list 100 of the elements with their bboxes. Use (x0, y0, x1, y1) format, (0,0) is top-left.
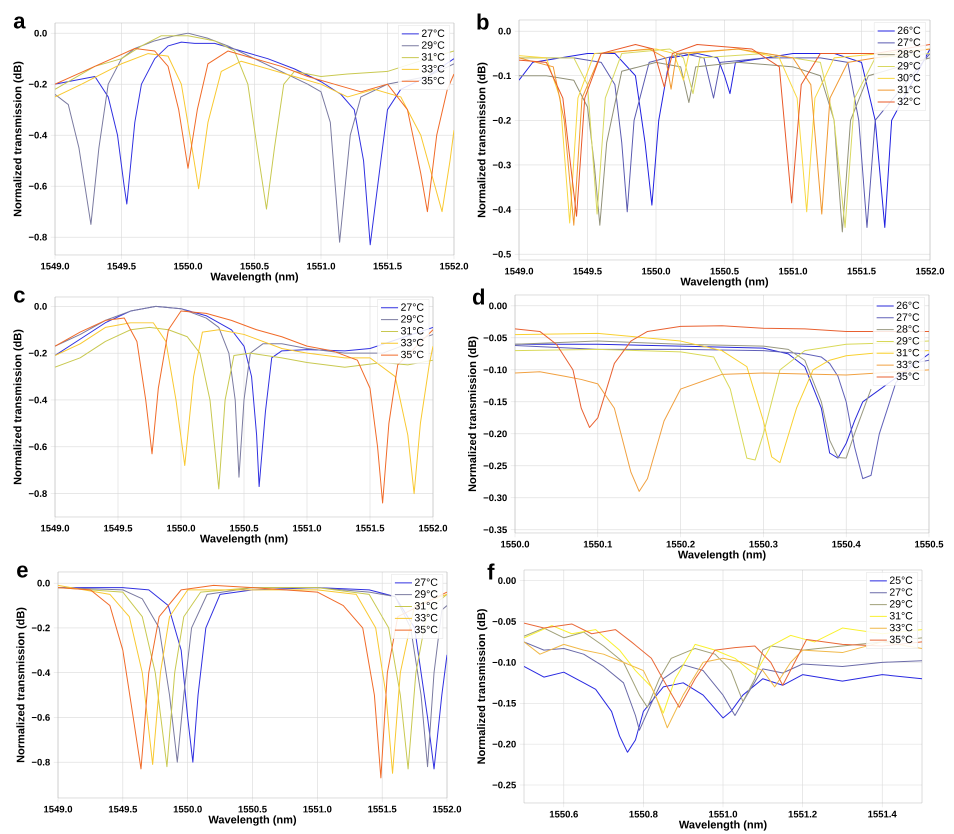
y-tick-label: −0.2 (28, 350, 47, 357)
x-tick-label: 1552.0 (440, 262, 468, 270)
x-tick-label: 1550.1 (584, 540, 612, 548)
x-tick-label: 1550.3 (749, 540, 778, 548)
line-series (515, 340, 872, 459)
y-tick-label: 0.00 (489, 302, 507, 310)
x-tick-label: 1551.4 (868, 810, 897, 818)
y-tick-label: −0.15 (484, 398, 507, 406)
x-tick-label: 1550.0 (167, 524, 196, 532)
legend-label: 35°C (890, 636, 912, 644)
y-tick-label: −0.25 (484, 462, 507, 470)
x-tick-label: 1552.0 (916, 268, 944, 275)
y-tick-label: −0.1 (492, 72, 511, 80)
y-tick-label: −0.8 (32, 758, 50, 766)
x-tick-label: 1549.5 (104, 524, 132, 532)
legend-label: 31°C (896, 348, 920, 356)
legend-label: 35°C (414, 626, 438, 634)
x-tick-label: 1551.0 (293, 524, 322, 532)
legend-label: 35°C (400, 350, 424, 358)
x-tick-label: 1550.5 (230, 524, 258, 532)
y-tick-label: −0.6 (32, 714, 50, 721)
y-tick-label: −0.5 (492, 250, 511, 258)
legend-label: 29°C (414, 590, 438, 598)
y-tick-label: −0.20 (492, 740, 516, 748)
legend-label: 30°C (898, 74, 920, 82)
legend-label: 27°C (898, 38, 920, 46)
x-tick-label: 1551.5 (368, 806, 396, 812)
y-tick-label: −0.8 (28, 490, 47, 497)
x-tick-label: 1549.0 (44, 806, 72, 813)
legend-label: 29°C (898, 62, 920, 70)
x-tick-label: 1550.5 (710, 268, 739, 275)
x-tick-label: 1550.5 (238, 806, 267, 813)
x-tick-label: 1551.5 (356, 524, 384, 532)
y-axis-title: Normalized transmission (dB) (477, 609, 488, 764)
x-axis-title: Wavelength (nm) (210, 272, 298, 283)
legend-label: 35°C (422, 76, 444, 84)
x-tick-label: 1550.6 (550, 810, 578, 818)
legend-label: 28°C (898, 50, 920, 58)
y-axis-title: Normalized transmission (dB) (468, 336, 478, 492)
x-tick-label: 1550.4 (832, 540, 861, 548)
y-tick-label: −0.4 (492, 206, 512, 213)
x-tick-label: 1550.0 (501, 540, 530, 548)
legend-label: 27°C (890, 588, 912, 596)
y-tick-label: −0.20 (484, 430, 507, 438)
chart-title: f (488, 564, 495, 580)
y-tick-label: −0.3 (492, 162, 511, 168)
x-tick-label: 1549.5 (574, 268, 602, 275)
chart-title: b (477, 14, 489, 30)
legend-label: 33°C (400, 338, 424, 346)
y-tick-label: −0.2 (492, 116, 511, 124)
x-tick-label: 1551.5 (374, 262, 402, 270)
x-tick-label: 1550.2 (666, 540, 695, 548)
x-tick-label: 1551.5 (848, 268, 876, 274)
y-tick-label: 0.0 (37, 580, 50, 587)
y-tick-label: −0.05 (492, 618, 516, 625)
y-tick-label: 0.00 (498, 577, 516, 584)
y-axis-title: Normalized transmission (dB) (13, 330, 24, 484)
x-tick-label: 1550.0 (174, 262, 202, 270)
x-tick-label: 1550.5 (915, 540, 944, 548)
x-axis-title: Wavelength (nm) (680, 277, 768, 288)
legend-label: 29°C (401, 315, 424, 323)
legend-label: 31°C (414, 602, 438, 610)
legend-label: 33°C (896, 360, 920, 368)
y-tick-label: −0.35 (484, 526, 507, 534)
y-tick-label: −0.4 (32, 669, 50, 676)
legend-label: 31°C (890, 612, 912, 620)
x-tick-label: 1550.8 (629, 810, 658, 818)
x-tick-label: 1549.0 (41, 262, 70, 270)
legend-label: 33°C (414, 614, 438, 622)
x-tick-label: 1549.5 (108, 806, 138, 813)
legend-label: 31°C (400, 327, 424, 334)
x-tick-label: 1550.0 (174, 806, 202, 813)
y-axis-title: Normalized transmission (dB) (16, 608, 27, 762)
y-tick-label: −0.4 (28, 132, 48, 139)
y-tick-label: −0.2 (28, 80, 47, 88)
legend-label: 28°C (896, 325, 920, 333)
x-tick-label: 1551.0 (307, 262, 336, 270)
legend-label: 33°C (422, 65, 444, 72)
x-tick-label: 1551.0 (709, 810, 738, 818)
line-series (524, 666, 922, 753)
x-tick-label: 1549.0 (41, 524, 70, 532)
y-tick-label: −0.25 (492, 782, 516, 788)
x-axis-title: Wavelength (nm) (208, 815, 296, 826)
legend-label: 25°C (890, 576, 912, 584)
x-tick-label: 1550.0 (642, 268, 670, 275)
y-tick-label: −0.6 (28, 443, 47, 450)
x-tick-label: 1552.0 (419, 524, 448, 532)
chart-title: d (472, 288, 484, 305)
legend-label: 27°C (414, 578, 438, 586)
y-tick-label: −0.6 (28, 182, 47, 190)
x-tick-label: 1551.0 (303, 806, 332, 813)
x-tick-label: 1551.0 (779, 268, 808, 275)
y-tick-label: −0.10 (492, 659, 516, 666)
x-tick-label: 1551.2 (788, 810, 817, 818)
legend-label: 33°C (890, 624, 912, 632)
x-tick-label: 1550.5 (240, 262, 269, 270)
y-tick-label: −0.4 (28, 396, 48, 404)
y-tick-label: −0.2 (32, 624, 50, 632)
legend-label: 29°C (896, 337, 920, 344)
x-tick-label: 1549.5 (108, 262, 136, 270)
